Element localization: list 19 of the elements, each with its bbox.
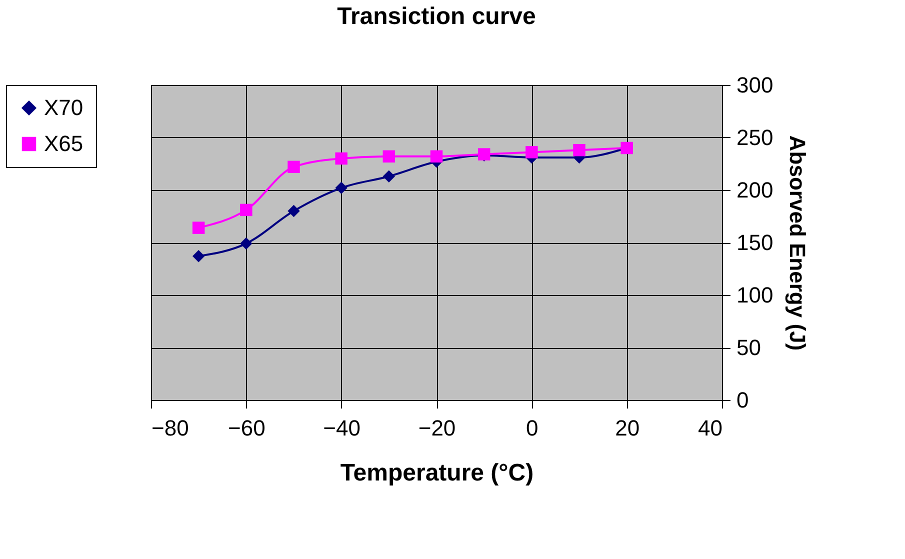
x-axis-title: Temperature (°C): [340, 460, 534, 486]
chart-title: Transiction curve: [337, 3, 536, 30]
legend-label: X65: [44, 131, 84, 156]
y-tick-label: 300: [736, 72, 774, 98]
x-tick-label: −80: [152, 416, 189, 440]
x-tick-label: 40: [698, 416, 722, 440]
x-tick-label: −40: [323, 416, 360, 440]
y-tick-label: 100: [736, 282, 774, 308]
y-tick-label: 150: [736, 230, 774, 255]
x-tick-label: −60: [228, 416, 266, 440]
y-tick-label: 200: [736, 178, 774, 202]
y-axis-title: Absorved Energy (J): [785, 135, 810, 351]
x-tick-label: −20: [418, 416, 456, 440]
x-tick-label: 0: [526, 416, 538, 440]
legend-label: X70: [44, 95, 84, 120]
y-tick-label: 50: [736, 335, 761, 360]
x-tick-label: 20: [615, 416, 640, 440]
y-tick-label: 0: [736, 388, 749, 412]
y-tick-label: 250: [736, 125, 774, 150]
